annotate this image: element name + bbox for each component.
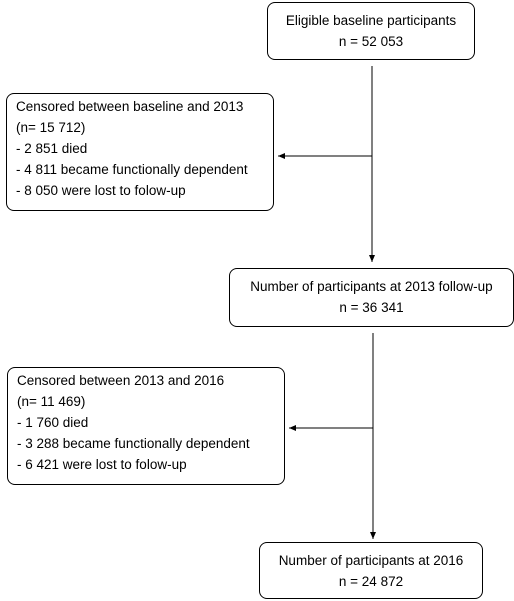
- final-2016-title: Number of participants at 2016: [278, 553, 464, 568]
- followup-2013-box: Number of participants at 2013 follow-up…: [229, 268, 514, 327]
- censored-2013-died: - 2 851 died: [16, 141, 88, 156]
- censored-2016-dependent: - 3 288 became functionally dependent: [17, 436, 250, 451]
- censored-2016-lost: - 6 421 were lost to folow-up: [17, 457, 187, 472]
- censored-2013-lost: - 8 050 were lost to folow-up: [16, 183, 186, 198]
- censored-2016-died: - 1 760 died: [17, 415, 89, 430]
- censored-2013-dependent: - 4 811 became functionally dependent: [16, 162, 248, 177]
- followup-2013-title: Number of participants at 2013 follow-up: [250, 279, 493, 294]
- final-2016-count: n = 24 872: [338, 574, 404, 589]
- censored-2016-title: Censored between 2013 and 2016: [17, 373, 225, 388]
- censored-2013-count: (n= 15 712): [16, 120, 86, 135]
- eligible-title: Eligible baseline participants: [285, 13, 457, 28]
- eligible-count: n = 52 053: [338, 34, 404, 49]
- censored-2016-count: (n= 11 469): [17, 394, 86, 409]
- censored-2013-2016-box: Censored between 2013 and 2016 (n= 11 46…: [7, 367, 285, 485]
- followup-2013-count: n = 36 341: [339, 300, 404, 315]
- censored-baseline-2013-box: Censored between baseline and 2013 (n= 1…: [6, 93, 274, 211]
- eligible-baseline-box: Eligible baseline participants n = 52 05…: [267, 2, 475, 60]
- final-2016-box: Number of participants at 2016 n = 24 87…: [259, 542, 483, 599]
- censored-2013-title: Censored between baseline and 2013: [16, 99, 244, 114]
